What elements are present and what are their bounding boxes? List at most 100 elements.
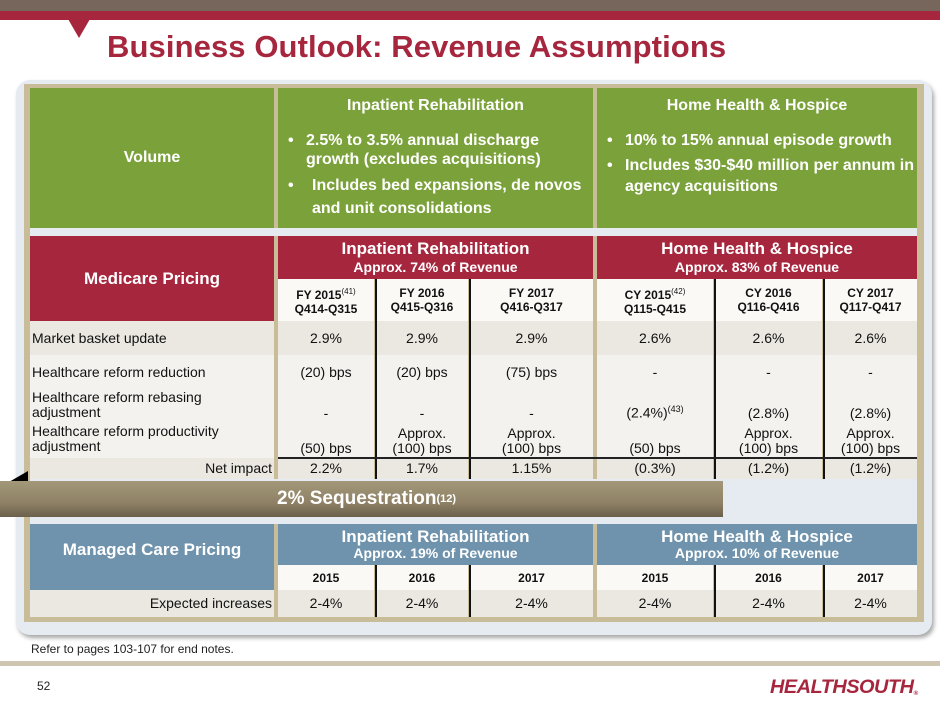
managed-column-header: 2015 xyxy=(278,565,374,590)
volume-inpatient: Inpatient Rehabilitation 2.5% to 3.5% an… xyxy=(278,88,593,228)
table-cell: Approx. (100) bps xyxy=(824,423,917,458)
managed-home-health-header: Home Health & Hospice Approx. 10% of Rev… xyxy=(597,524,917,565)
column-period: Q117-Q417 xyxy=(839,300,902,314)
page-number: 52 xyxy=(37,679,51,693)
column-divider xyxy=(469,279,471,479)
column-year-text: FY 2017 xyxy=(508,286,555,300)
column-year: CY 2016 xyxy=(745,286,791,300)
table-cell: (50) bps xyxy=(278,423,374,458)
table-cell: 2-4% xyxy=(597,590,713,617)
medicare-inpatient-share: Approx. 74% of Revenue xyxy=(353,258,518,275)
table-cell: 2.2% xyxy=(278,458,374,479)
table-cell: Approx. (100) bps xyxy=(470,423,593,458)
medicare-column-header: CY 2017 Q117-Q417 xyxy=(824,279,917,321)
table-cell: 2.9% xyxy=(376,321,468,355)
table-cell: (50) bps xyxy=(597,423,713,458)
column-divider xyxy=(714,565,716,617)
volume-home-health: Home Health & Hospice 10% to 15% annual … xyxy=(597,88,917,228)
column-divider xyxy=(714,279,716,479)
section-gap xyxy=(30,228,917,236)
column-year-text: FY 2015 xyxy=(296,287,342,302)
volume-home-health-bullets: 10% to 15% annual episode growth Include… xyxy=(597,131,917,202)
top-band xyxy=(0,0,940,11)
medicare-column-header: FY 2016 Q415-Q316 xyxy=(376,279,468,321)
row-label: Healthcare reform reduction xyxy=(30,355,274,390)
row-label: Expected increases xyxy=(30,590,274,617)
table-cell: - xyxy=(824,355,917,390)
managed-inpatient-share: Approx. 19% of Revenue xyxy=(353,544,518,561)
table-cell: 2-4% xyxy=(715,590,822,617)
column-period: Q416-Q317 xyxy=(500,300,563,314)
managed-column-header: 2016 xyxy=(715,565,822,590)
column-year-text: CY 2016 xyxy=(745,286,792,300)
column-year-text: CY 2017 xyxy=(847,286,894,300)
column-footnote: (42) xyxy=(671,286,686,296)
end-notes-reference: Refer to pages 103-107 for end notes. xyxy=(31,642,234,656)
managed-home-health-share: Approx. 10% of Revenue xyxy=(674,544,840,561)
row-label: Healthcare reform productivity adjustmen… xyxy=(30,423,274,458)
table-cell: - xyxy=(470,390,593,423)
table-cell: (20) bps xyxy=(376,355,468,390)
medicare-column-header: FY 2017 Q416-Q317 xyxy=(470,279,593,321)
net-impact-rule xyxy=(278,457,917,459)
page-title: Business Outlook: Revenue Assumptions xyxy=(107,29,727,64)
table-cell: (75) bps xyxy=(470,355,593,390)
sequestration-label: 2% Sequestration xyxy=(277,488,437,509)
column-year: CY 2015(42) xyxy=(625,285,686,302)
cell-value-with-note: (2.4%)(43) xyxy=(626,402,683,421)
medicare-column-header: CY 2015(42) Q115-Q415 xyxy=(597,279,713,321)
cell-value: Approx. (100) bps xyxy=(840,425,901,456)
cell-value: (2.4%) xyxy=(626,405,668,421)
table-cell: 2-4% xyxy=(278,590,374,617)
cell-value: Approx. (100) bps xyxy=(738,425,799,456)
volume-inpatient-title: Inpatient Rehabilitation xyxy=(347,97,524,114)
column-divider xyxy=(823,279,825,479)
healthsouth-logo: HEALTHSOUTH® xyxy=(770,677,918,699)
sequestration-banner: 2% Sequestration (12) xyxy=(0,481,723,517)
bullet-item: 10% to 15% annual episode growth xyxy=(597,131,917,150)
table-cell: 2.6% xyxy=(597,321,713,355)
managed-inpatient-title: Inpatient Rehabilitation xyxy=(341,526,530,546)
table-cell: 2-4% xyxy=(824,590,917,617)
table-cell: 2-4% xyxy=(376,590,468,617)
column-year-text: FY 2016 xyxy=(399,286,445,300)
column-divider xyxy=(375,279,377,479)
column-period: Q115-Q415 xyxy=(623,301,687,316)
cell-value: Approx. (100) bps xyxy=(501,425,562,456)
table-cell: 2.6% xyxy=(715,321,822,355)
column-year-text: CY 2015 xyxy=(624,287,672,302)
column-year: CY 2017 xyxy=(847,286,893,300)
column-year: FY 2017 xyxy=(509,286,554,300)
cell-footnote: (43) xyxy=(667,404,684,415)
table-cell: 2-4% xyxy=(470,590,593,617)
bottom-band xyxy=(0,661,940,666)
sequestration-note: (12) xyxy=(436,493,456,505)
title-notch xyxy=(68,19,90,38)
logo-text: HEALTHSOUTH xyxy=(770,677,914,698)
managed-column-header: 2016 xyxy=(376,565,468,590)
column-period: Q116-Q416 xyxy=(737,300,800,314)
table-cell: 2.9% xyxy=(470,321,593,355)
volume-inpatient-bullets: 2.5% to 3.5% annual discharge growth (ex… xyxy=(278,131,593,225)
table-cell: (1.2%) xyxy=(715,458,822,479)
medicare-inpatient-title: Inpatient Rehabilitation xyxy=(341,238,530,258)
bullet-item: Includes $30-$40 million per annum in ag… xyxy=(597,155,917,197)
column-divider xyxy=(469,565,471,617)
column-divider xyxy=(823,565,825,617)
managed-home-health-title: Home Health & Hospice xyxy=(661,526,853,546)
column-year: FY 2016 xyxy=(399,286,444,300)
table-cell: - xyxy=(376,390,468,423)
table-cell: 1.7% xyxy=(376,458,468,479)
medicare-column-header: CY 2016 Q116-Q416 xyxy=(715,279,822,321)
top-accent-bar xyxy=(0,11,940,20)
table-cell: (1.2%) xyxy=(824,458,917,479)
column-period: Q415-Q316 xyxy=(390,300,454,314)
table-cell: Approx. (100) bps xyxy=(376,423,468,458)
bullet-item: 2.5% to 3.5% annual discharge growth (ex… xyxy=(278,131,593,169)
table-cell: (2.4%)(43) xyxy=(597,390,713,423)
column-period: Q414-Q315 xyxy=(294,301,358,316)
column-year: FY 2015(41) xyxy=(296,285,355,302)
managed-care-pricing-label: Managed Care Pricing xyxy=(30,524,274,590)
table-cell: 1.15% xyxy=(470,458,593,479)
medicare-home-health-share: Approx. 83% of Revenue xyxy=(674,258,840,275)
